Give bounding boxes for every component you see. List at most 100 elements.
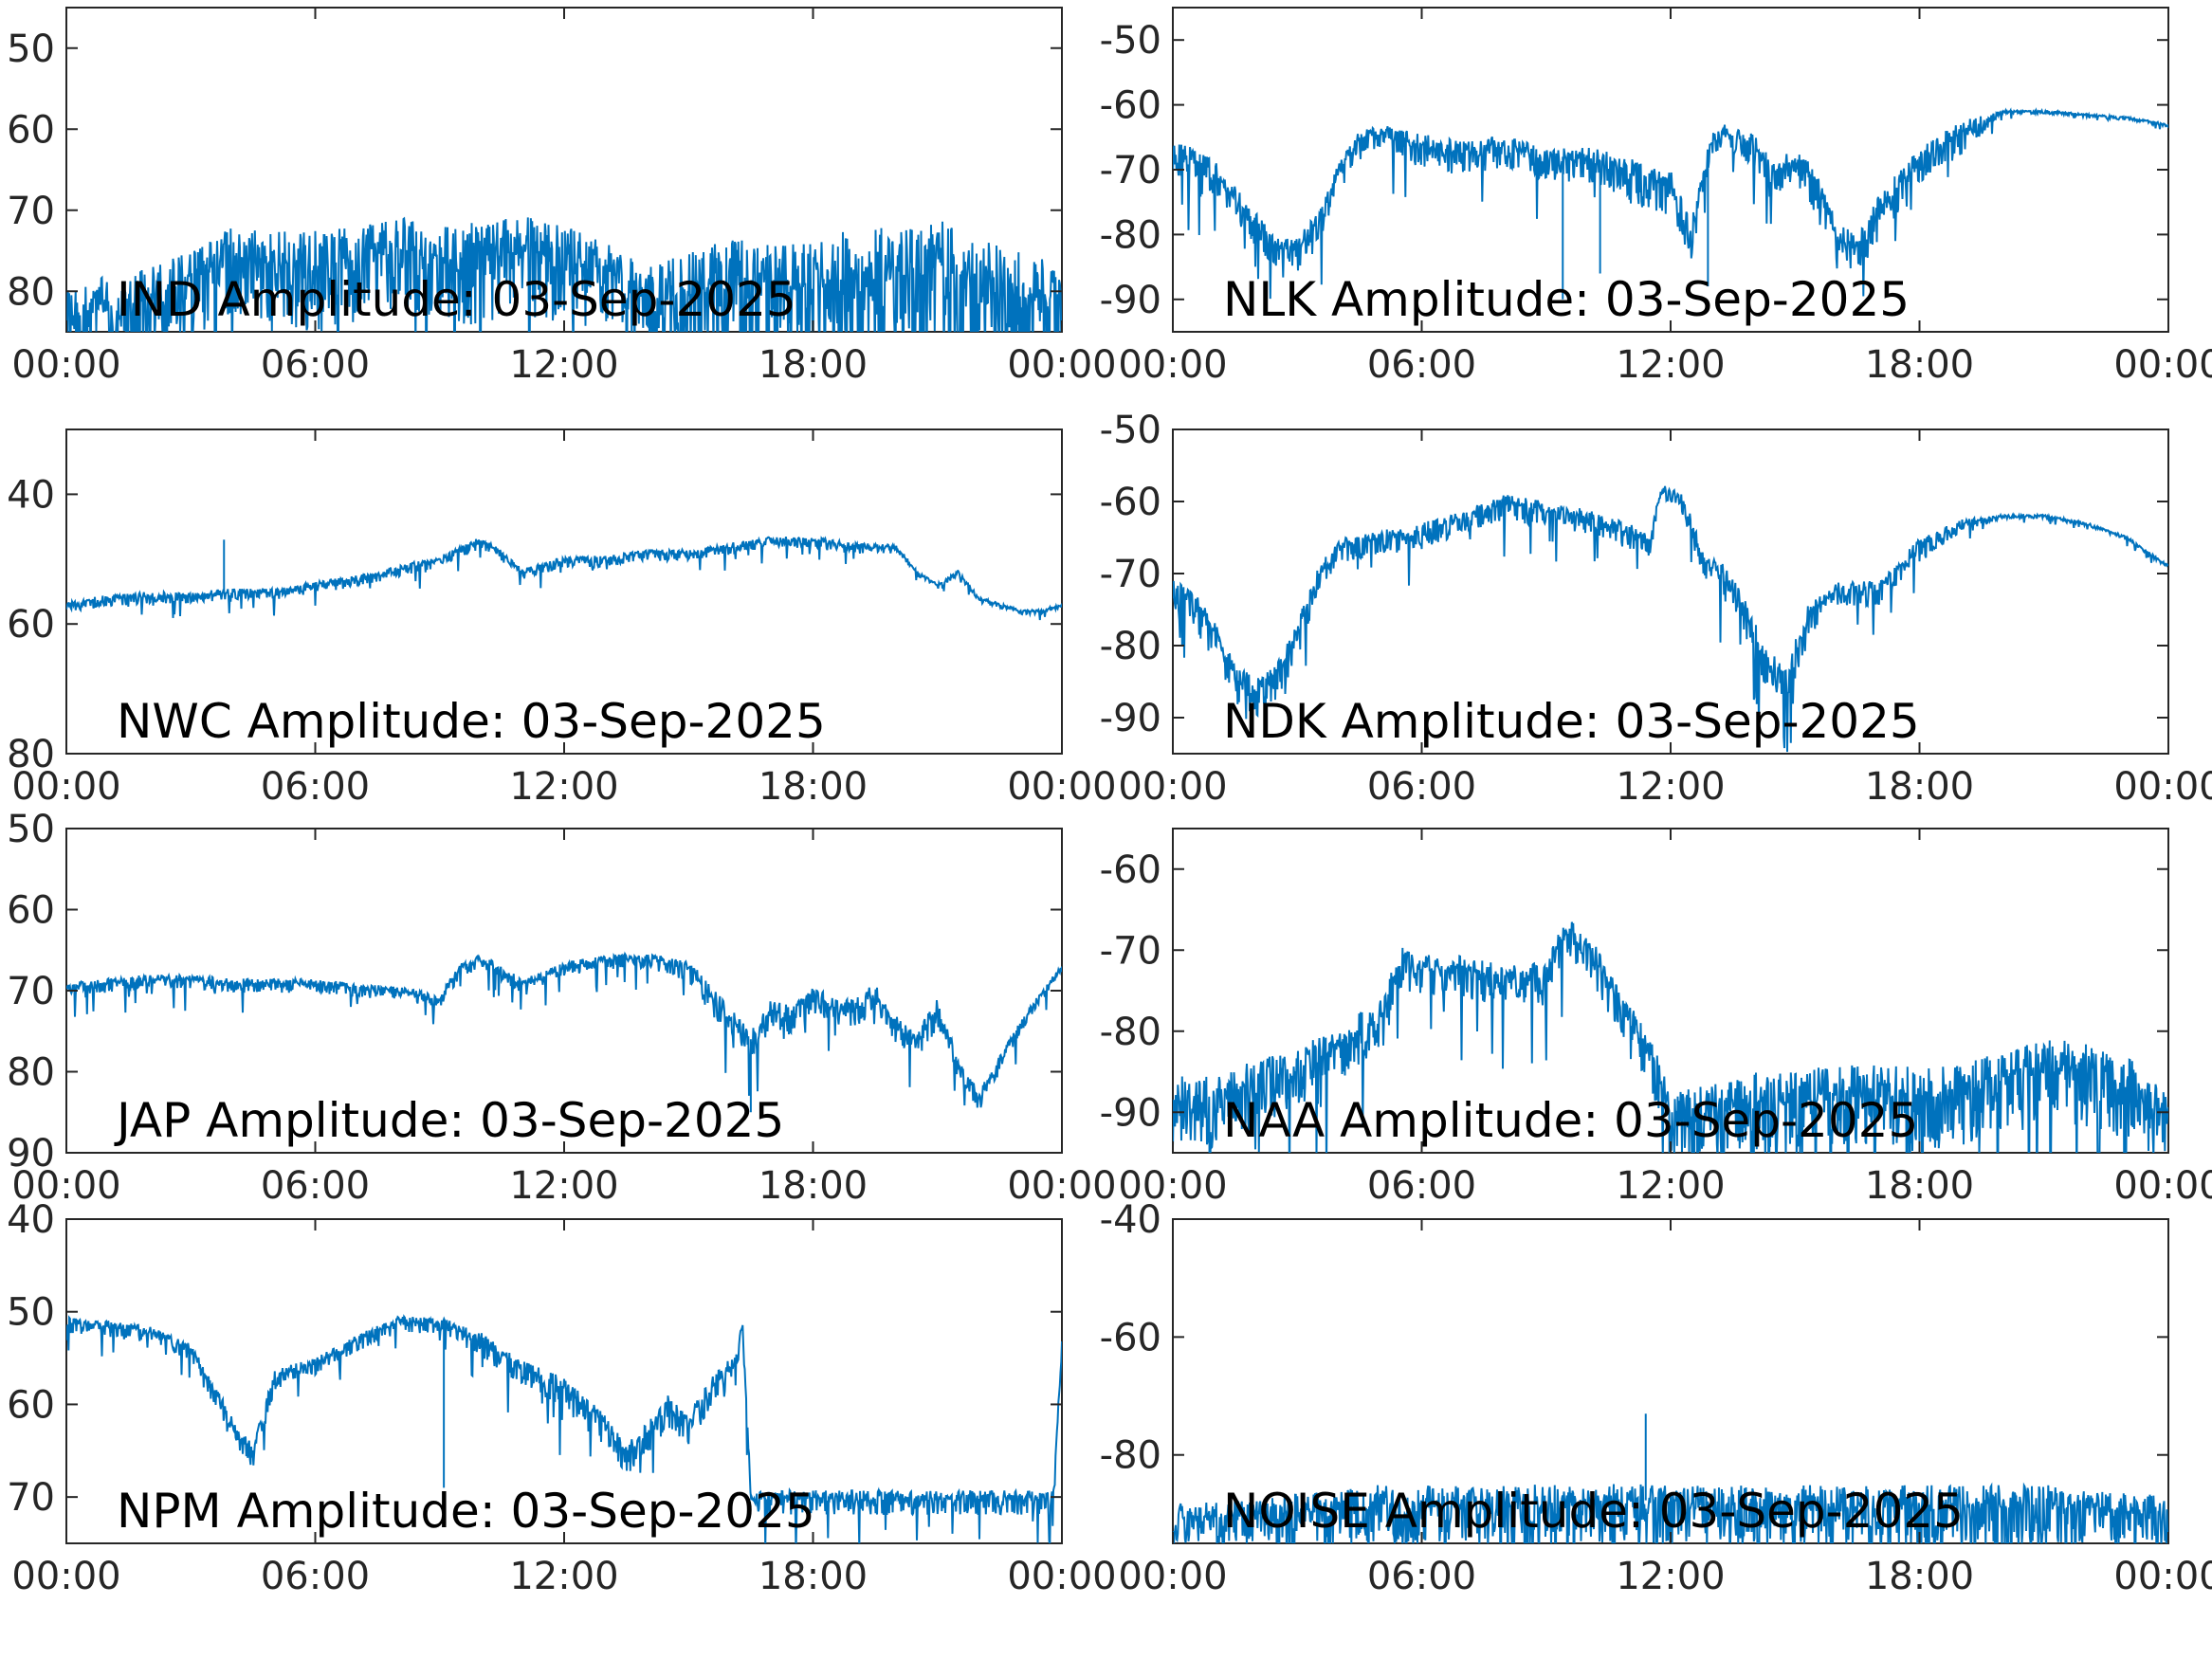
x-tick-label: 18:00 [1865, 765, 1974, 809]
y-tick-label: 60 [7, 889, 55, 933]
amplitude-panel: 00:00 06:00 12:00 18:00 00:00 -60 -70 -80 -90 NAA… [1100, 828, 2212, 1208]
y-tick-label: -90 [1100, 697, 1161, 740]
x-tick-label: 00:00 [1118, 765, 1227, 809]
axes-frame [1172, 828, 2169, 1154]
y-tick-label: 80 [7, 733, 55, 776]
amplitude-panel: 00:00 06:00 12:00 18:00 00:00 -50 -60 -70 -80 -90… [1100, 7, 2212, 387]
x-tick-label: 00:00 [1007, 1555, 1116, 1598]
y-tick-label: 70 [7, 190, 55, 233]
series-line [1173, 485, 2168, 753]
series-line [66, 216, 1062, 332]
y-tick-label: 90 [7, 1132, 55, 1176]
y-tick-label: -80 [1100, 1011, 1161, 1054]
x-tick-label: 12:00 [509, 1164, 618, 1208]
y-tick-label: -60 [1100, 848, 1161, 892]
axes-frame [1172, 428, 2169, 755]
axes-frame [1172, 1218, 2169, 1544]
y-tick-label: 60 [7, 603, 55, 647]
y-tick-label: -90 [1100, 279, 1161, 322]
x-tick-label: 12:00 [1616, 765, 1725, 809]
y-tick-label: 80 [7, 270, 55, 314]
x-tick-label: 12:00 [1616, 343, 1725, 387]
x-tick-label: 06:00 [1367, 1555, 1476, 1598]
y-tick-label: -50 [1100, 19, 1161, 63]
x-tick-label: 00:00 [1118, 1164, 1227, 1208]
y-tick-label: 60 [7, 1383, 55, 1427]
x-tick-label: 00:00 [11, 343, 120, 387]
x-tick-label: 06:00 [1367, 1164, 1476, 1208]
x-tick-label: 06:00 [261, 343, 370, 387]
x-tick-label: 00:00 [11, 765, 120, 809]
series-line [66, 1314, 1062, 1543]
amplitude-panel: 00:00 06:00 12:00 18:00 00:00 50 60 70 80 90 JAP A… [7, 808, 1117, 1208]
x-tick-label: 18:00 [759, 343, 868, 387]
y-tick-label: -80 [1100, 213, 1161, 257]
y-tick-label: 40 [7, 1198, 55, 1242]
panel-title: NWC Amplitude: 03-Sep-2025 [117, 694, 826, 749]
y-tick-label: -60 [1100, 84, 1161, 128]
x-tick-label: 00:00 [2113, 343, 2212, 387]
y-tick-label: 70 [7, 970, 55, 1013]
x-tick-label: 18:00 [1865, 1164, 1974, 1208]
y-tick-label: 50 [7, 27, 55, 71]
amplitude-panel: 00:00 06:00 12:00 18:00 00:00 40 50 60 70 NPM Amp… [7, 1198, 1117, 1598]
x-tick-label: 00:00 [11, 1164, 120, 1208]
y-tick-label: 50 [7, 808, 55, 851]
y-tick-label: -60 [1100, 1316, 1161, 1359]
panel-title: JAP Amplitude: 03-Sep-2025 [114, 1093, 784, 1148]
y-tick-label: -90 [1100, 1091, 1161, 1135]
x-tick-label: 06:00 [261, 1555, 370, 1598]
x-tick-label: 06:00 [261, 1164, 370, 1208]
y-tick-label: 50 [7, 1291, 55, 1335]
x-tick-label: 12:00 [1616, 1555, 1725, 1598]
y-tick-label: -70 [1100, 149, 1161, 192]
x-tick-label: 00:00 [11, 1555, 120, 1598]
amplitude-panel: 00:00 06:00 12:00 18:00 00:00 -40 -60 -80 NOISE … [1100, 1198, 2212, 1598]
x-tick-label: 06:00 [1367, 343, 1476, 387]
x-tick-label: 18:00 [759, 765, 868, 809]
x-tick-label: 06:00 [261, 765, 370, 809]
y-tick-label: 40 [7, 473, 55, 517]
series-line [1173, 107, 2168, 300]
x-tick-label: 12:00 [509, 343, 618, 387]
y-tick-label: -80 [1100, 625, 1161, 668]
y-tick-label: 60 [7, 108, 55, 152]
panel-title: NDK Amplitude: 03-Sep-2025 [1223, 694, 1920, 749]
x-tick-label: 18:00 [1865, 343, 1974, 387]
series-line [1173, 1482, 2168, 1543]
y-tick-label: -70 [1100, 553, 1161, 596]
y-tick-label: -70 [1100, 929, 1161, 973]
x-tick-label: 12:00 [509, 765, 618, 809]
y-tick-label: 70 [7, 1476, 55, 1520]
y-tick-label: -60 [1100, 481, 1161, 524]
x-tick-label: 00:00 [1118, 343, 1227, 387]
y-tick-label: -80 [1100, 1434, 1161, 1478]
amplitude-panel: 00:00 06:00 12:00 18:00 00:00 40 60 80 NWC Ampli… [7, 428, 1117, 809]
y-tick-label: -40 [1100, 1198, 1161, 1242]
x-tick-label: 18:00 [759, 1555, 868, 1598]
x-tick-label: 12:00 [509, 1555, 618, 1598]
x-tick-label: 18:00 [759, 1164, 868, 1208]
x-tick-label: 00:00 [2113, 765, 2212, 809]
x-tick-label: 00:00 [1007, 1164, 1116, 1208]
series-line [66, 951, 1062, 1108]
y-tick-label: 80 [7, 1051, 55, 1095]
series-line [1173, 921, 2168, 1153]
panel-title: NLK Amplitude: 03-Sep-2025 [1223, 272, 1910, 327]
axes-frame [65, 828, 1063, 1154]
x-tick-label: 06:00 [1367, 765, 1476, 809]
x-tick-label: 00:00 [1007, 343, 1116, 387]
x-tick-label: 00:00 [1118, 1555, 1227, 1598]
x-tick-label: 12:00 [1616, 1164, 1725, 1208]
panel-title: NAA Amplitude: 03-Sep-2025 [1223, 1093, 1918, 1148]
x-tick-label: 00:00 [2113, 1555, 2212, 1598]
y-tick-label: -50 [1100, 409, 1161, 452]
amplitude-panel: 00:00 06:00 12:00 18:00 00:00 50 60 70 80 IND Amp… [7, 7, 1117, 387]
panel-title: IND Amplitude: 03-Sep-2025 [117, 272, 796, 327]
x-tick-label: 00:00 [1007, 765, 1116, 809]
series-line [66, 536, 1062, 621]
panel-title: NOISE Amplitude: 03-Sep-2025 [1223, 1484, 1964, 1539]
amplitude-panel: 00:00 06:00 12:00 18:00 00:00 -50 -60 -70 -80 -90… [1100, 409, 2212, 809]
x-tick-label: 18:00 [1865, 1555, 1974, 1598]
